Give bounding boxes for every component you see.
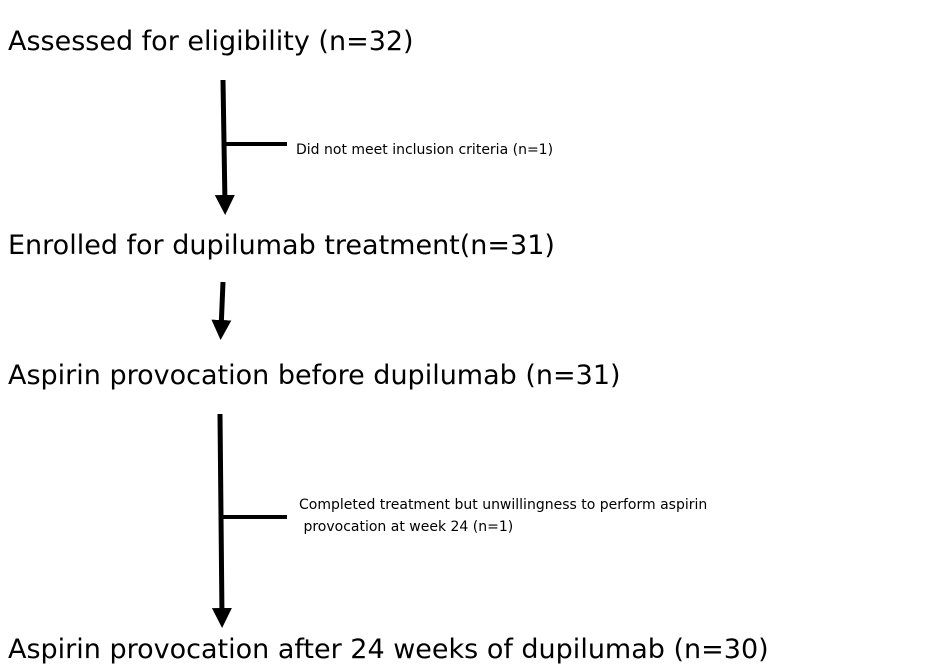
node-label: Aspirin provocation after 24 weeks of du… <box>8 634 769 665</box>
exclusion-label: Did not meet inclusion criteria (n=1) <box>296 142 553 158</box>
arrow <box>211 281 232 340</box>
exclusion-label: Completed treatment but unwillingness to… <box>299 497 707 513</box>
node-label: Enrolled for dupilumab treatment(n=31) <box>8 230 555 261</box>
exclusion-label: provocation at week 24 (n=1) <box>299 519 513 535</box>
node-label: Assessed for eligibility (n=32) <box>8 26 414 57</box>
node-label: Aspirin provocation before dupilumab (n=… <box>8 360 621 391</box>
